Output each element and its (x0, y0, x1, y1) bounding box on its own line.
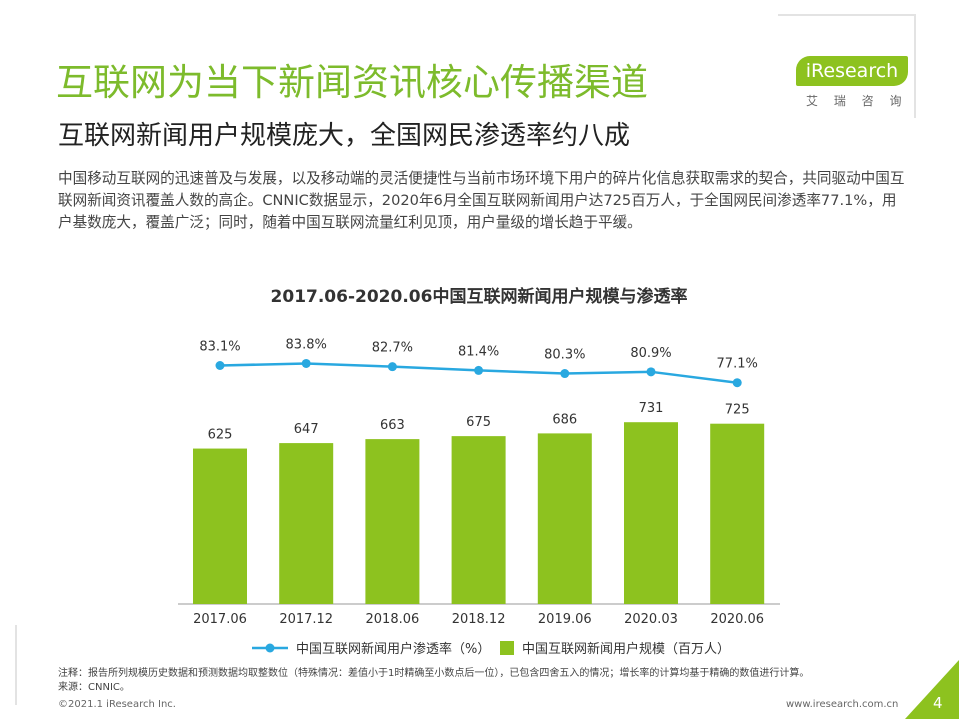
x-tick-label: 2020.06 (710, 612, 764, 627)
line-point (474, 365, 484, 375)
legend-label: 中国互联网新闻用户渗透率（%） (296, 641, 490, 657)
x-tick-label: 2017.12 (279, 612, 333, 627)
bar (710, 423, 765, 604)
title: 互联网为当下新闻资讯核心传播渠道 (56, 61, 648, 104)
copyright: ©2021.1 iResearch Inc. (58, 699, 176, 710)
line-label: 80.3% (544, 348, 585, 363)
bar-label: 647 (294, 422, 319, 437)
line-label: 82.7% (372, 341, 413, 356)
legend-marker (265, 643, 275, 653)
bar-label: 625 (208, 428, 233, 443)
page-number: 4 (933, 694, 943, 712)
note: 注释：报告所列规模历史数据和预测数据均取整数位（特殊情况：差值小于1时精确至小数… (58, 668, 810, 679)
line-point (646, 367, 656, 377)
line-label: 83.8% (286, 337, 327, 352)
line-label: 77.1% (717, 357, 758, 372)
logo: iResearch (796, 56, 908, 86)
x-tick-label: 2020.03 (624, 612, 678, 627)
x-tick-label: 2017.06 (193, 612, 247, 627)
bar (193, 448, 247, 604)
line-point (215, 361, 225, 371)
line-label: 81.4% (458, 344, 499, 359)
legend-label: 中国互联网新闻用户规模（百万人） (522, 641, 730, 657)
x-tick-label: 2019.06 (538, 612, 592, 627)
source: 来源：CNNIC。 (58, 682, 130, 693)
x-tick-label: 2018.12 (452, 612, 506, 627)
body-text: 中国移动互联网的迅速普及与发展，以及移动端的灵活便捷性与当前市场环境下用户的碎片… (58, 170, 905, 231)
chart-title: 2017.06-2020.06中国互联网新闻用户规模与渗透率 (271, 286, 688, 307)
bar (451, 436, 506, 604)
bar-label: 686 (552, 412, 577, 427)
bar (537, 433, 592, 604)
line-label: 80.9% (630, 346, 671, 361)
bar (365, 439, 420, 604)
url: www.iresearch.com.cn (786, 699, 899, 710)
bar-label: 675 (466, 415, 491, 430)
bar (624, 422, 678, 604)
line-label: 83.1% (199, 340, 240, 355)
line-point (732, 378, 742, 388)
logo-subtitle: 艾 瑞 咨 询 (806, 94, 908, 108)
subtitle: 互联网新闻用户规模庞大，全国网民渗透率约八成 (58, 121, 631, 151)
line-point (560, 369, 570, 379)
bar (279, 443, 334, 604)
bar-label: 663 (380, 418, 405, 433)
line-point (387, 362, 397, 372)
legend-swatch (500, 641, 514, 655)
bar-label: 731 (639, 401, 664, 416)
bar-label: 725 (725, 403, 750, 418)
x-tick-label: 2018.06 (366, 612, 420, 627)
line-point (301, 358, 311, 368)
